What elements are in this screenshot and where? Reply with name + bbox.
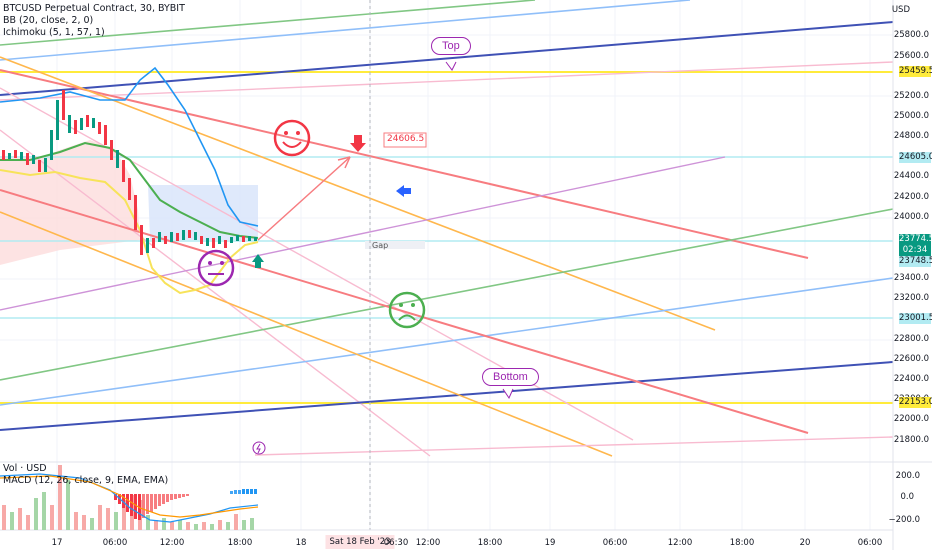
top-callout[interactable]: Top [431,37,471,55]
time-axis-label: 19 [544,538,556,548]
price-axis-label: 22600.0 [893,354,929,364]
trend-lines[interactable] [0,0,894,457]
gap-label: Gap [372,241,389,250]
happy-face-icon[interactable] [273,119,311,157]
price-axis-label: 24000.0 [893,212,929,222]
price-countdown: 02:34 [899,245,931,256]
target-price-label: 24606.5 [387,134,425,144]
bottom-bubble-tail [502,388,514,400]
conversion-line [0,169,259,295]
neutral-face-icon[interactable] [197,249,235,287]
time-axis-label: 12:00 [415,538,441,548]
price-axis-label: 22800.0 [893,334,929,344]
ichimoku-cloud-red [0,140,140,265]
left-arrow-icon [396,185,411,197]
time-axis-label: 06:30 [383,538,409,548]
time-axis-label: 17 [51,538,63,548]
time-axis-label: 18:00 [227,538,253,548]
price-axis-label: 24200.0 [893,192,929,202]
candles [2,90,257,255]
bb-upper-line [0,66,259,227]
ichimoku-cloud-blue [148,185,258,240]
legend-symbol[interactable]: BTCUSD Perpetual Contract, 30, BYBIT [3,3,185,14]
price-axis-label: 22400.0 [893,374,929,384]
price-axis-label: 23200.0 [893,293,929,303]
up-arrow-icon [252,254,264,268]
price-axis-label: 25200.0 [893,91,929,101]
price-axis-label: 25600.0 [893,51,929,61]
price-axis-label: 25000.0 [893,111,929,121]
price-tag-bottom: 22153.0 [899,397,932,408]
legend-bb[interactable]: BB (20, close, 2, 0) [3,15,94,26]
time-axis-label: 06:00 [102,538,128,548]
target-label-box[interactable] [383,132,427,148]
time-axis-label: 12:00 [159,538,185,548]
price-axis-label: 21800.0 [893,435,929,445]
macd-axis-label: 0.0 [900,492,914,502]
gap-box [365,241,425,249]
price-tag-24605: 24605.0 [899,152,932,163]
bottom-callout[interactable]: Bottom [482,368,539,386]
time-axis-selected-date: Sat 18 Feb '23 [325,535,395,549]
price-tag-top: 25459.5 [899,66,932,77]
price-axis-label: 22000.0 [893,414,929,424]
down-arrow-icon [350,135,366,152]
time-axis-label: 12:00 [667,538,693,548]
target-arrow[interactable] [257,156,351,241]
price-axis-label: 25800.0 [893,30,929,40]
time-axis-label: 06:00 [857,538,883,548]
price-axis-label: 24400.0 [893,171,929,181]
sad-face-icon[interactable] [388,291,426,329]
time-axis-label: 18:00 [729,538,755,548]
price-tag-current: 23774.5 [899,234,932,245]
arrow-head [337,156,351,169]
legend-ichimoku[interactable]: Ichimoku (5, 1, 57, 1) [3,27,105,38]
top-bubble-tail [445,61,457,71]
currency-label: USD [891,5,910,15]
time-axis-label: 18:00 [477,538,503,548]
legend-macd[interactable]: MACD (12, 26, close, 9, EMA, EMA) [3,475,169,486]
macd-axis-label: −200.0 [888,515,920,525]
signal-line [0,475,259,518]
bb-basis-line [0,141,259,239]
price-tag-low: 23748.5 [899,256,932,267]
lightning-icon[interactable] [252,441,266,455]
time-axis-label: 06:00 [602,538,628,548]
time-axis-label: 20 [799,538,811,548]
price-axis-label: 24800.0 [893,131,929,141]
price-tag-23001: 23001.5 [899,313,932,324]
legend-vol[interactable]: Vol · USD [3,463,47,474]
time-axis-label: 18 [295,538,307,548]
macd-axis-label: 200.0 [895,471,920,481]
price-axis-label: 23400.0 [893,273,929,283]
